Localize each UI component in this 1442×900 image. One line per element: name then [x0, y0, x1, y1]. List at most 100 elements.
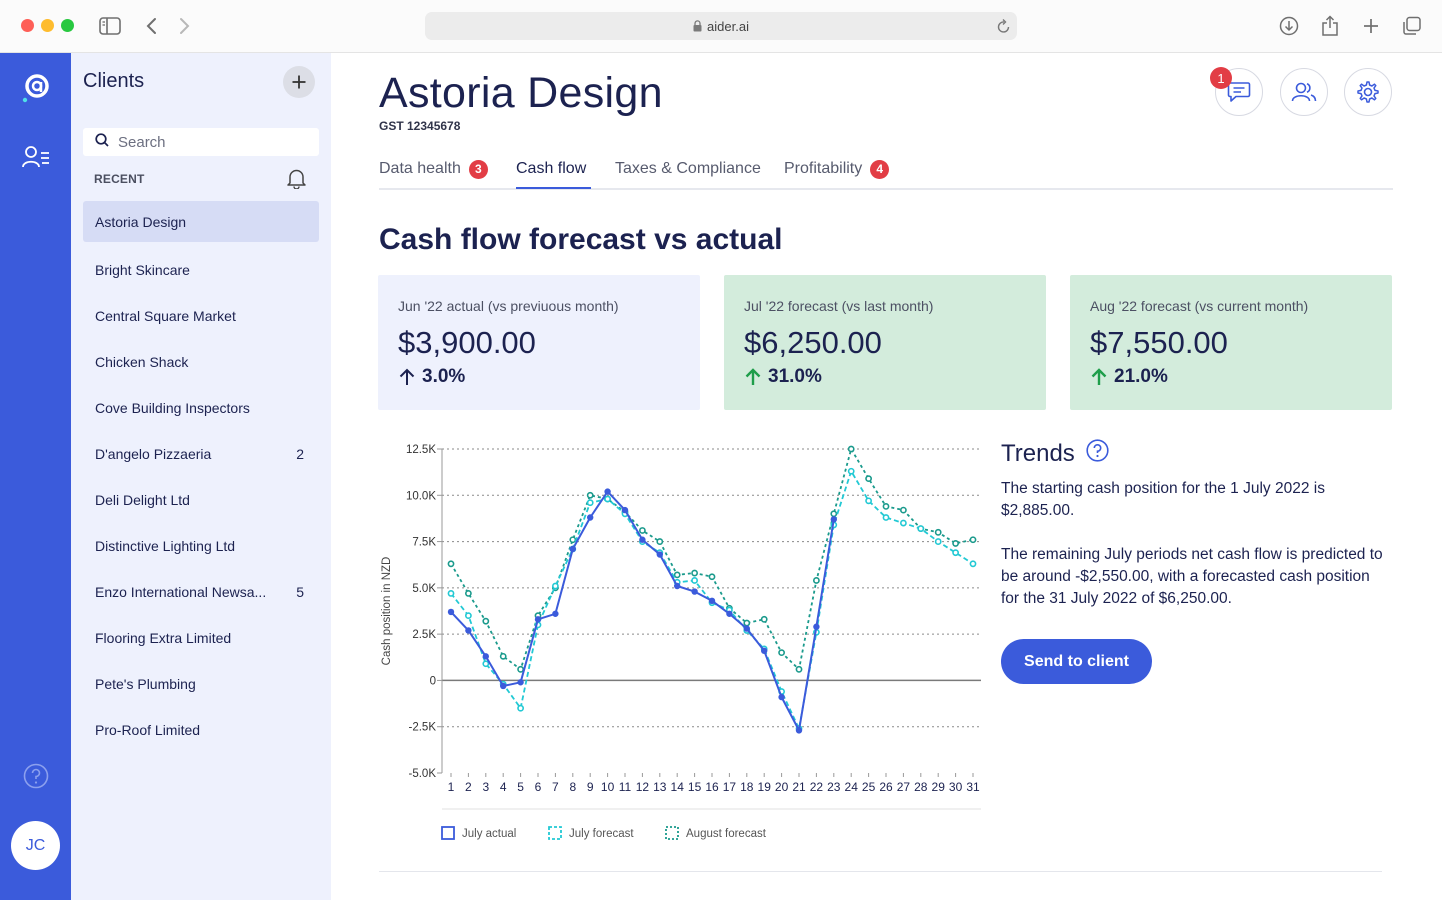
search-input[interactable]	[118, 133, 308, 151]
card-label: Jul '22 forecast (vs last month)	[744, 298, 934, 314]
client-list-item[interactable]: Deli Delight Ltd	[83, 477, 319, 523]
new-tab-icon[interactable]	[1358, 13, 1384, 39]
clients-nav-icon[interactable]	[22, 145, 50, 171]
card-label: Jun '22 actual (vs previuous month)	[398, 298, 619, 314]
share-icon[interactable]	[1317, 13, 1343, 39]
users-icon	[1291, 82, 1317, 102]
data-point	[865, 475, 872, 483]
data-point	[847, 445, 855, 453]
window-close-button[interactable]	[21, 19, 34, 32]
user-avatar[interactable]: JC	[11, 821, 60, 870]
section-title: Cash flow forecast vs actual	[379, 223, 783, 256]
data-point	[830, 516, 837, 523]
client-list-item[interactable]: Astoria Design	[83, 201, 319, 242]
data-point	[517, 679, 524, 686]
x-tick-label: 14	[671, 780, 685, 794]
recent-label: RECENT	[94, 172, 145, 186]
reload-icon[interactable]	[997, 18, 1011, 37]
data-point	[569, 536, 577, 544]
tab-cash-flow[interactable]: Cash flow	[516, 156, 586, 182]
x-tick-label: 13	[653, 780, 667, 794]
messages-button[interactable]	[1215, 68, 1263, 116]
x-tick-label: 7	[552, 780, 559, 794]
active-tab-indicator	[516, 187, 591, 189]
client-list-item[interactable]: Distinctive Lighting Ltd	[83, 523, 319, 569]
data-point	[726, 610, 733, 617]
data-point	[708, 597, 716, 605]
x-tick-label: 9	[587, 780, 594, 794]
info-icon[interactable]	[1086, 439, 1109, 469]
client-list-item[interactable]: Bright Skincare	[83, 247, 319, 293]
data-point	[465, 627, 472, 634]
window-minimize-button[interactable]	[41, 19, 54, 32]
data-point	[847, 467, 855, 475]
team-button[interactable]	[1280, 68, 1328, 116]
tab-overview-icon[interactable]	[1399, 13, 1425, 39]
tab-data-health[interactable]: Data health 3	[379, 156, 488, 182]
back-icon[interactable]	[139, 13, 165, 39]
bell-icon[interactable]	[287, 168, 306, 194]
address-bar[interactable]: aider.ai	[425, 12, 1017, 40]
data-point	[656, 538, 664, 545]
client-list-item[interactable]: D'angelo Pizzaeria 2	[83, 431, 319, 477]
lock-icon	[693, 20, 702, 32]
data-point	[934, 538, 942, 545]
tab-taxes-compliance[interactable]: Taxes & Compliance	[615, 156, 761, 182]
x-tick-label: 30	[949, 780, 963, 794]
x-tick-label: 18	[740, 780, 754, 794]
tab-profitability[interactable]: Profitability 4	[784, 156, 890, 182]
settings-button[interactable]	[1344, 68, 1392, 116]
client-name: Cove Building Inspectors	[95, 400, 250, 416]
x-tick-label: 11	[619, 780, 632, 794]
x-tick-label: 4	[500, 780, 507, 794]
data-point	[604, 488, 611, 495]
client-list-item[interactable]: Pro-Roof Limited	[83, 707, 319, 753]
aider-logo-icon[interactable]	[22, 73, 50, 103]
client-list-item[interactable]: Enzo International Newsa... 5	[83, 569, 319, 615]
browser-toolbar: aider.ai	[0, 0, 1442, 53]
x-tick-label: 19	[758, 780, 772, 794]
y-tick-label: 2.5K	[412, 629, 436, 641]
x-tick-label: 15	[688, 780, 702, 794]
x-tick-label: 20	[775, 780, 789, 794]
card-value: $7,550.00	[1090, 325, 1228, 360]
client-list-item[interactable]: Chicken Shack	[83, 339, 319, 385]
clients-title: Clients	[83, 70, 145, 92]
data-point	[586, 499, 594, 507]
data-point	[534, 616, 542, 623]
downloads-icon[interactable]	[1276, 13, 1302, 39]
x-tick-label: 26	[879, 780, 893, 794]
data-point	[795, 727, 803, 734]
data-point	[865, 497, 872, 505]
forward-icon[interactable]	[171, 13, 197, 39]
x-tick-label: 2	[465, 780, 472, 794]
summary-card-august: Aug '22 forecast (vs current month) $7,5…	[1070, 275, 1392, 410]
add-client-button[interactable]	[283, 66, 315, 98]
data-point	[499, 652, 507, 660]
card-change: 3.0%	[398, 366, 465, 388]
help-icon[interactable]	[23, 763, 49, 789]
data-point	[952, 549, 959, 557]
window-zoom-button[interactable]	[61, 19, 74, 32]
client-list-item[interactable]: Central Square Market	[83, 293, 319, 339]
data-point	[778, 693, 785, 701]
gst-number: GST 12345678	[379, 119, 461, 133]
client-list-item[interactable]: Pete's Plumbing	[83, 661, 319, 707]
summary-card-july: Jul '22 forecast (vs last month) $6,250.…	[724, 275, 1046, 410]
client-list: Astoria Design Bright Skincare Central Squ…	[83, 201, 319, 753]
x-tick-label: 21	[792, 780, 806, 794]
page-title: Astoria Design	[379, 69, 663, 117]
series-line-2	[450, 448, 974, 671]
send-to-client-button[interactable]: Send to client	[1001, 639, 1152, 684]
sidebar-toggle-icon[interactable]	[97, 13, 123, 39]
client-list-item[interactable]: Cove Building Inspectors	[83, 385, 319, 431]
data-point	[674, 582, 681, 590]
client-search[interactable]	[83, 128, 319, 156]
y-tick-label: 5.0K	[412, 583, 436, 595]
client-list-item[interactable]: Flooring Extra Limited	[83, 615, 319, 661]
data-point	[795, 665, 803, 673]
legend-label: July forecast	[569, 828, 634, 840]
client-name: Pro-Roof Limited	[95, 722, 201, 738]
trends-paragraph-1: The starting cash position for the 1 Jul…	[1001, 480, 1325, 519]
